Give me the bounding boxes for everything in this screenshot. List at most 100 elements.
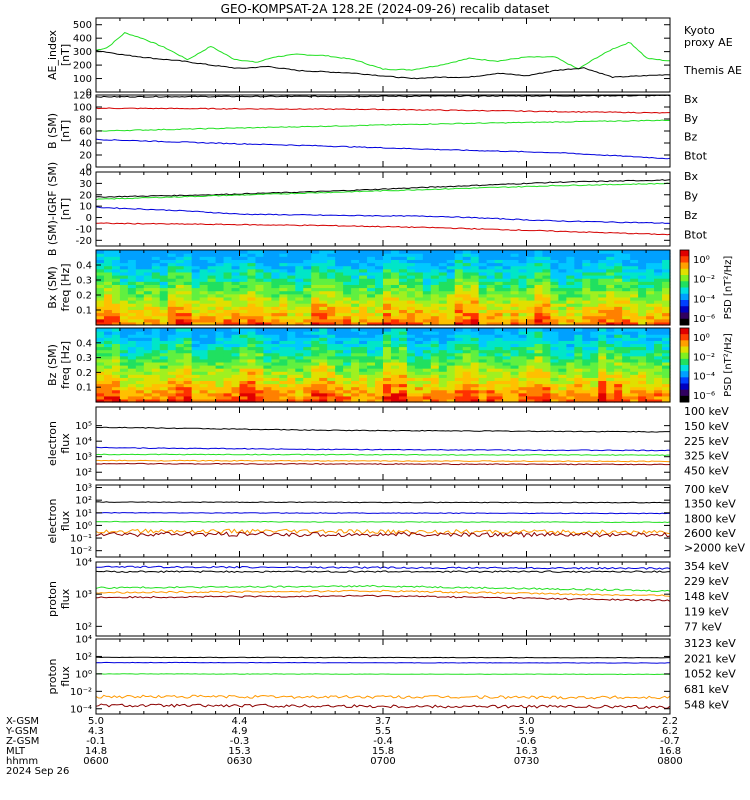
legend-entry: 100 keV [684,405,729,418]
spectrogram-cell [103,256,113,260]
spectrogram-cell [534,361,544,366]
spectrogram-cell [247,355,257,360]
spectrogram-cell [502,334,512,338]
spectrogram-cell [191,328,201,332]
spectrogram-cell [183,392,193,397]
spectrogram-cell [159,328,169,332]
legend-entry: 119 keV [684,605,729,618]
spectrogram-cell [614,349,623,354]
spectrogram-cell [470,312,480,317]
spectrogram-cell [159,352,169,357]
spectrogram-cell [263,300,272,304]
spectrogram-cell [167,315,177,320]
spectrogram-cell [566,321,575,326]
spectrogram-cell [518,275,528,279]
colorbar-swatch [680,256,689,263]
spectrogram-cell [367,361,376,366]
spectrogram-cell [335,259,344,264]
spectrogram-cell [359,300,368,304]
spectrogram-cell [367,256,376,260]
spectrogram-cell [271,328,280,332]
spectrogram-cell [295,328,304,332]
spectrogram-cell [470,321,480,326]
spectrogram-cell [191,398,201,403]
spectrogram-cell [335,380,344,385]
spectrogram-cell [231,259,241,264]
spectrogram-cell [215,383,225,388]
spectrogram-cell [638,309,647,314]
spectrogram-cell [518,337,528,341]
spectrogram-cell [383,303,392,307]
spectrogram-cell [183,312,193,317]
spectrogram-cell [430,300,440,304]
spectrogram-cell [478,392,488,397]
spectrogram-cell [303,265,312,270]
spectrogram-cell [390,368,400,372]
spectrogram-cell [327,287,336,292]
spectrogram-cell [566,284,575,289]
spectrogram-cell [303,278,312,282]
spectrogram-cell [335,395,344,400]
spectrogram-cell [247,368,257,372]
spectrogram-cell [518,377,528,382]
spectrogram-cell [510,374,520,378]
spectrogram-cell [518,349,528,354]
spectrogram-cell [510,315,520,320]
spectrogram-cell [582,268,591,273]
spectrogram-cell [135,337,145,341]
spectrogram-cell [223,321,233,326]
spectrogram-cell [502,281,512,285]
spectrogram-cell [390,303,400,307]
spectrogram-cell [446,284,456,289]
spectrogram-cell [614,337,623,341]
spectrogram-cell [438,395,448,400]
spectrogram-cell [406,268,416,273]
spectrogram-cell [96,253,105,257]
spectrogram-cell [223,365,233,369]
spectrogram-cell [303,315,312,320]
y-axis-label: proton [46,581,59,617]
spectrogram-cell [446,371,456,375]
colorbar-swatch [680,262,689,270]
spectrogram-cell [263,306,272,310]
spectrogram-cell [255,253,265,257]
spectrogram-cell [151,287,161,292]
spectrogram-cell [478,253,488,257]
spectrogram-cell [454,318,464,323]
spectrogram-cell [383,293,392,298]
y-tick-label: 10¹ [75,508,92,519]
spectrogram-cell [303,259,312,264]
spectrogram-cell [462,256,472,260]
spectrogram-cell [462,253,472,257]
spectrogram-cell [582,371,591,375]
spectrogram-cell [279,281,288,285]
spectrogram-cell [414,368,424,372]
spectrogram-cell [247,358,257,363]
spectrogram-cell [598,380,607,385]
spectrogram-cell [462,293,472,298]
spectrogram-cell [566,312,575,317]
spectrogram-cell [390,290,400,295]
spectrogram-cell [606,303,615,307]
spectrogram-cell [638,281,647,285]
spectrogram-cell [502,303,512,307]
spectrogram-cell [654,352,663,357]
spectrogram-cell [223,337,233,341]
spectrogram-cell [223,284,233,289]
y-axis-label: Bz (SM) [46,344,59,386]
spectrogram-cell [438,309,448,314]
spectrogram-cell [231,383,241,388]
spectrogram-cell [119,312,129,317]
spectrogram-cell [367,398,376,403]
spectrogram-cell [343,293,352,298]
spectrogram-cell [406,343,416,348]
spectrogram-cell [271,296,280,301]
spectrogram-cell [454,300,464,304]
spectrogram-cell [502,315,512,320]
spectrogram-cell [263,256,272,260]
spectrogram-cell [96,368,105,372]
spectrogram-cell [119,389,129,394]
spectrogram-cell [614,284,623,289]
spectrogram-cell [183,377,193,382]
colorbar-swatch [680,334,689,341]
